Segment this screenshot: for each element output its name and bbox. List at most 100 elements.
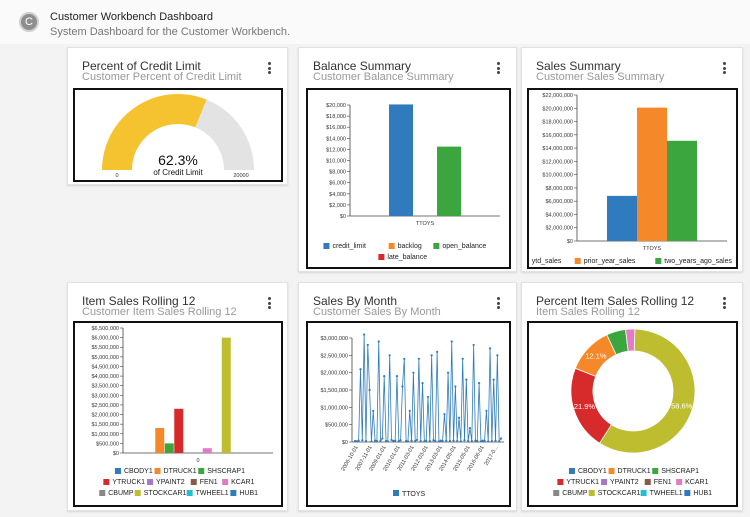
more-vertical-icon <box>722 297 726 300</box>
data-point <box>476 439 479 443</box>
item-sales-chart: $0 $500,000 $1,000,000 $1,500,000 $2,000,000… <box>91 326 273 497</box>
y-tick-label: $4,000,000 <box>545 212 573 218</box>
legend-swatch <box>608 468 615 474</box>
legend-swatch <box>433 243 440 249</box>
legend-swatch <box>574 258 581 264</box>
data-point <box>465 378 468 381</box>
legend-label: TWHEEL1 <box>650 490 683 497</box>
data-point <box>426 395 430 399</box>
data-point <box>355 440 358 443</box>
y-tick-label: $4,000 <box>329 192 346 198</box>
y-tick-label: $4,000,000 <box>91 374 119 380</box>
data-point <box>401 385 404 388</box>
data-point <box>412 371 415 374</box>
y-tick-label: $10,000 <box>326 159 346 165</box>
data-point <box>485 409 488 412</box>
data-point <box>481 439 484 442</box>
chart-frame: 58.6% 21.9% 12.1% CBODY1 DTRUCK1 SHSCRAP1 YTRU… <box>527 321 738 507</box>
more-vertical-icon <box>267 62 271 65</box>
legend-label: two_years_ago_sales <box>664 258 732 265</box>
y-tick-label: $4,500,000 <box>91 364 119 370</box>
data-point <box>430 354 433 357</box>
data-point <box>405 439 408 443</box>
legend-swatch <box>557 479 564 485</box>
card-balance-summary: Balance Summary Customer Balance Summary… <box>298 47 517 272</box>
data-point <box>470 439 473 443</box>
gauge-max-label: 20000 <box>233 173 248 179</box>
legend-swatch <box>186 490 193 496</box>
legend-swatch <box>652 468 659 474</box>
card-menu-button[interactable] <box>494 297 502 311</box>
data-point <box>452 439 455 442</box>
data-point <box>421 381 424 385</box>
gauge-caption: of Credit Limit <box>153 168 203 177</box>
y-tick-label: $3,000,000 <box>91 393 119 399</box>
card-item-sales-rolling: Item Sales Rolling 12 Customer Item Sale… <box>67 282 288 511</box>
y-tick-label: $2,500,000 <box>91 403 119 409</box>
more-vertical-icon <box>722 62 726 65</box>
legend-label: HUB1 <box>693 490 712 497</box>
card-subtitle: Customer Sales Summary <box>536 71 665 83</box>
pie-slice <box>598 328 696 454</box>
legend-swatch <box>640 490 647 496</box>
legend-label: open_balance <box>442 243 486 250</box>
data-point <box>395 375 399 378</box>
y-tick-label: $500,000 <box>96 441 119 447</box>
legend-label: FEN1 <box>654 479 672 486</box>
data-point <box>415 438 419 442</box>
data-point <box>432 439 435 442</box>
card-title: Item Sales Rolling 12 <box>82 294 196 308</box>
legend-swatch <box>147 479 154 485</box>
data-point <box>417 357 420 360</box>
data-point <box>499 437 503 440</box>
card-menu-button[interactable] <box>720 62 728 76</box>
slice-label: 12.1% <box>585 352 607 361</box>
y-tick-label: $20,000,000 <box>542 106 573 112</box>
avatar[interactable]: C <box>19 12 39 32</box>
legend-swatch <box>568 468 575 474</box>
card-menu-button[interactable] <box>720 297 728 311</box>
bar <box>637 107 667 241</box>
gauge-frame: 62.3% of Credit Limit 0 20000 <box>73 88 283 182</box>
legend-swatch <box>588 490 595 496</box>
y-tick-label: $0 <box>340 214 346 220</box>
data-point <box>472 343 475 347</box>
data-point <box>456 439 459 443</box>
data-point <box>478 381 481 385</box>
legend-swatch <box>388 243 395 249</box>
card-title: Balance Summary <box>313 59 412 73</box>
data-point <box>419 439 422 443</box>
data-point <box>386 440 389 443</box>
legend-swatch <box>114 468 121 474</box>
chart-frame: $0 $500,000 $1,000,000 $1,500,000 $2,000,000… <box>73 321 283 507</box>
more-vertical-icon <box>496 297 500 300</box>
gauge-min-label: 0 <box>115 173 118 179</box>
credit-gauge: 62.3%of Credit Limit 0 20000 <box>102 93 254 179</box>
y-tick-label: $6,000,000 <box>545 199 573 205</box>
data-point <box>467 439 470 443</box>
y-tick-label: $12,000,000 <box>542 159 573 165</box>
card-title: Sales By Month <box>313 294 398 308</box>
card-menu-button[interactable] <box>494 62 502 76</box>
page-title: Customer Workbench Dashboard <box>50 11 214 23</box>
y-tick-label: $8,000 <box>329 170 346 176</box>
legend-label: HUB1 <box>239 490 258 497</box>
data-point <box>370 440 373 443</box>
data-point <box>363 333 366 336</box>
y-tick-label: $5,500,000 <box>91 345 119 351</box>
card-title: Percent of Credit Limit <box>82 59 201 73</box>
y-tick-label: $3,500,000 <box>91 384 119 390</box>
bar <box>667 140 697 241</box>
data-point <box>372 409 375 412</box>
card-menu-button[interactable] <box>265 62 273 76</box>
sales-by-month-chart: $0 $500,000 $1,000,000 $1,500,000 $2,000,000… <box>320 333 504 498</box>
card-menu-button[interactable] <box>265 297 273 311</box>
y-tick-label: $2,000,000 <box>91 413 119 419</box>
y-tick-label: $18,000 <box>326 114 346 120</box>
legend-label: DTRUCK1 <box>618 468 651 475</box>
y-tick-label: $1,500,000 <box>91 422 119 428</box>
y-tick-label: $6,000 <box>329 181 346 187</box>
data-point <box>366 343 369 347</box>
data-point <box>359 368 362 371</box>
y-tick-label: $18,000,000 <box>542 120 573 126</box>
